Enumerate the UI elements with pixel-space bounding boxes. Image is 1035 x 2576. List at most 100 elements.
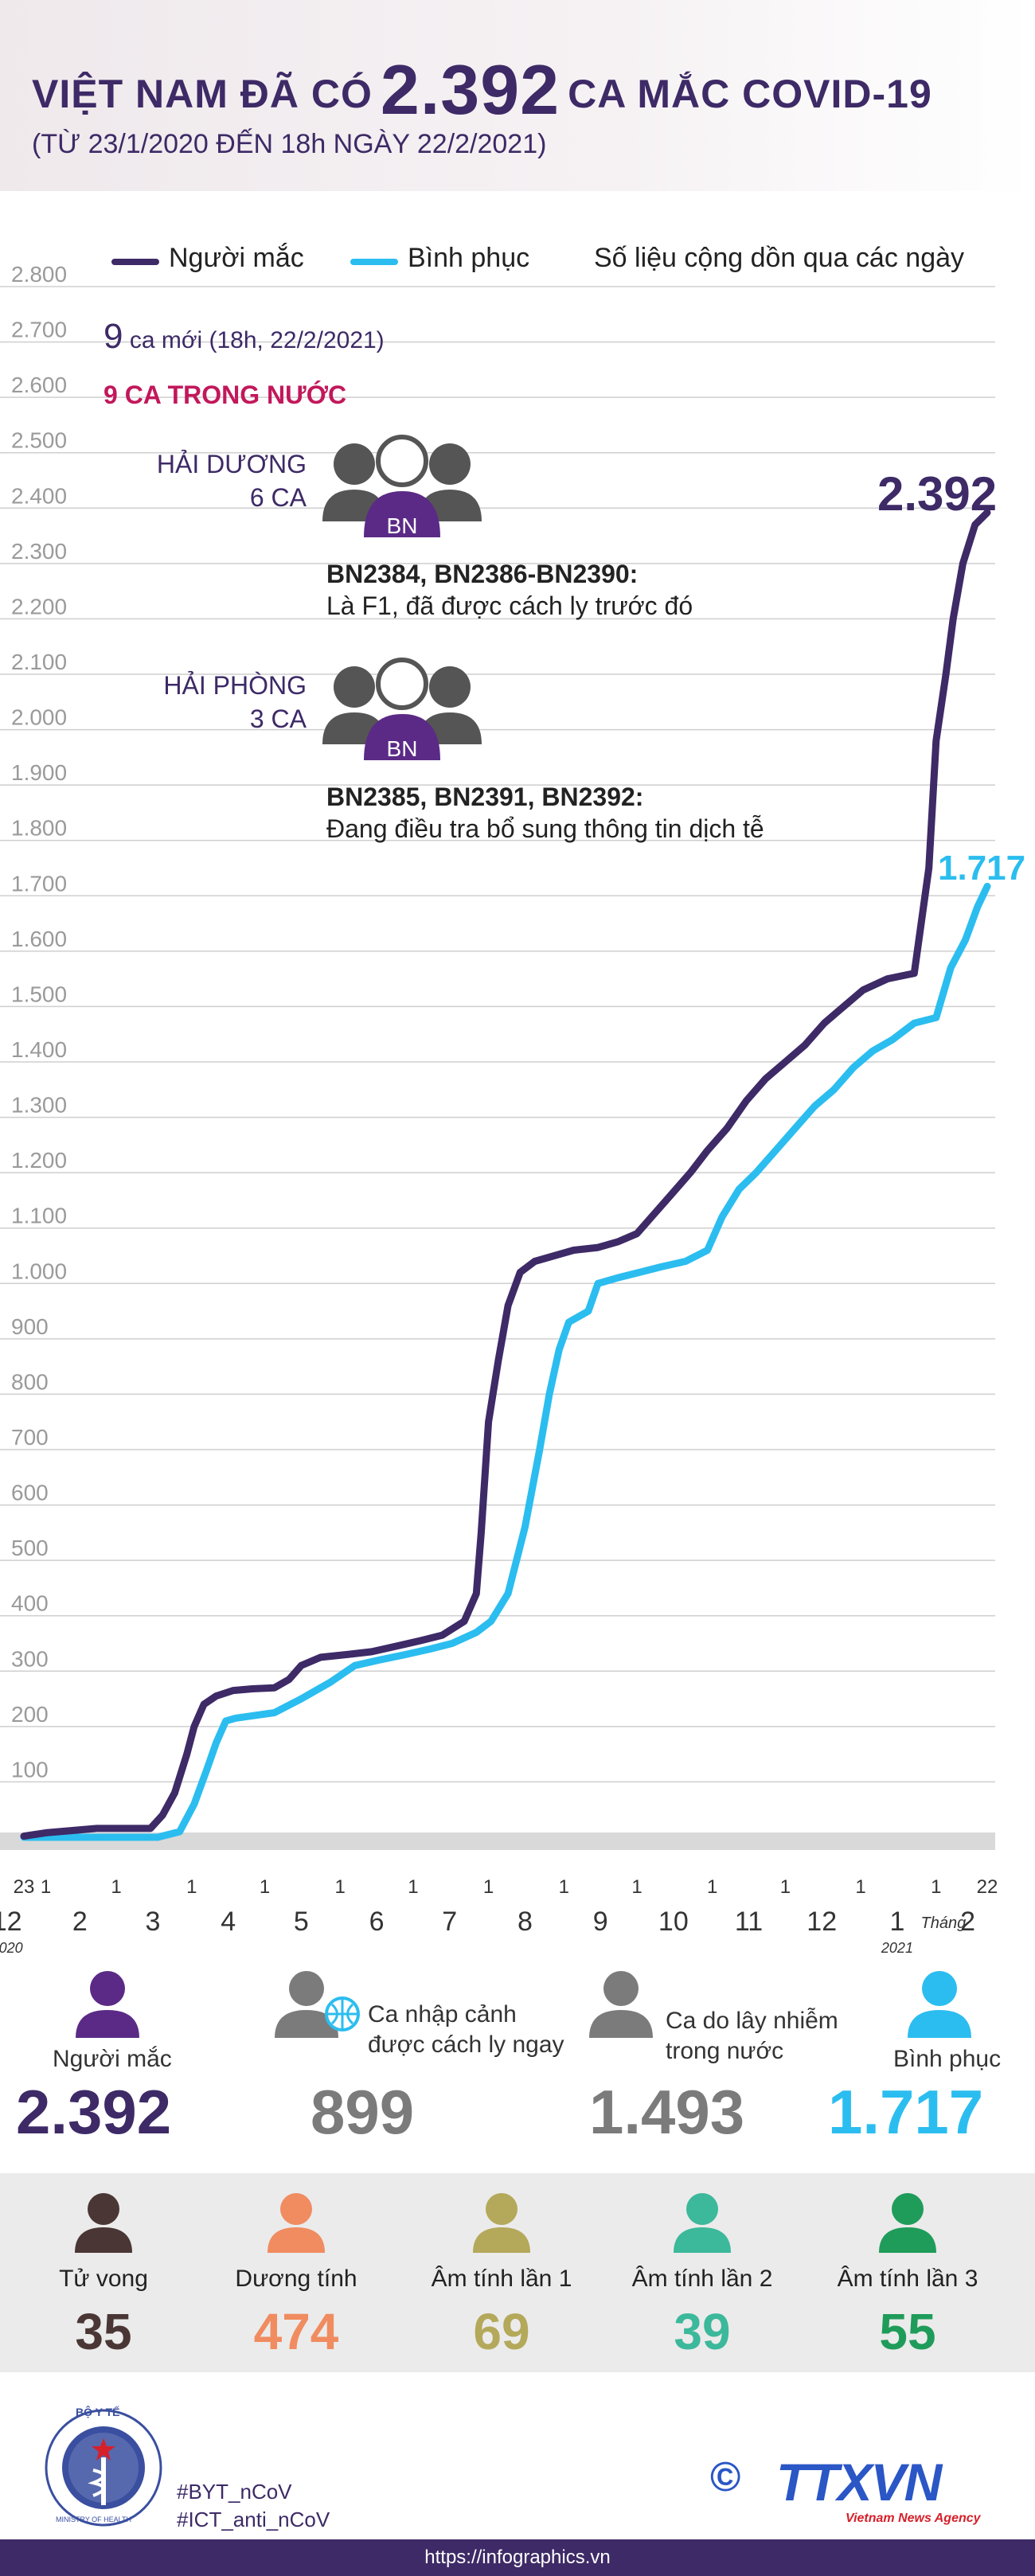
stat-neg1-icon: [470, 2189, 533, 2257]
chart-y-tick-label: 2.600: [11, 373, 67, 397]
stat-recovered-value: 1.717: [828, 2077, 984, 2147]
chart-y-tick-label: 2.500: [11, 428, 67, 453]
ministry-logo-bottom-text: MINISTRY OF HEALTH: [56, 2516, 132, 2523]
group2-patients-icon: [322, 657, 482, 768]
chart-x-month-tick: 6: [369, 1907, 385, 1937]
stat-neg2-icon: [670, 2189, 734, 2257]
stat-imported-icon: [275, 1966, 362, 2042]
chart-y-tick-label: 1.600: [11, 927, 67, 951]
chart-y-tick-label: 1.700: [11, 871, 67, 896]
chart-y-tick-label: 1.800: [11, 816, 67, 841]
chart-x-day-tick: 1: [931, 1876, 941, 1898]
chart-x-month-tick: 11: [735, 1907, 763, 1937]
group2-region: HẢI PHÒNG 3 CA: [100, 669, 307, 736]
chart-x-day-tick: 1: [41, 1876, 51, 1898]
chart-y-tick-label: 400: [11, 1591, 49, 1616]
chart-x-month-tick: 2: [72, 1907, 88, 1937]
page-title: VIỆT NAM ĐÃ CÓ 2.392 CA MẮC COVID-19: [32, 49, 932, 131]
group2-badge: BN: [386, 736, 418, 761]
copyright-icon: ©: [710, 2454, 741, 2500]
stat-imported-label: Ca nhập cảnh được cách ly ngay: [368, 2000, 564, 2060]
title-number: 2.392: [380, 50, 560, 129]
stat-neg2-value: 39: [674, 2303, 731, 2360]
legend-recovered-swatch: [350, 259, 398, 265]
chart-x-day-tick: 1: [631, 1876, 642, 1898]
chart-y-tick-label: 700: [11, 1425, 49, 1450]
chart-y-tick-label: 2.300: [11, 539, 67, 564]
legend-infected-label: Người mắc: [169, 243, 304, 273]
header-band: [0, 0, 1035, 191]
chart-y-tick-label: 1.400: [11, 1037, 67, 1062]
ministry-logo: [44, 2408, 163, 2527]
chart-y-axis: 100 200 300 400 500 600 700 800 900 1.000 1.100 1.2…: [11, 263, 67, 1782]
hashtag-ict: #ICT_anti_nCoV: [177, 2508, 330, 2531]
stat-deaths-value: 35: [75, 2303, 132, 2360]
title-prefix: VIỆT NAM ĐÃ CÓ: [32, 72, 373, 116]
chart-y-tick-label: 1.000: [11, 1259, 67, 1283]
stat-recovered-icon: [904, 1966, 975, 2042]
stat-positive-value: 474: [253, 2303, 339, 2360]
chart-x-day-tick: 1: [483, 1876, 494, 1898]
chart-y-tick-label: 1.200: [11, 1148, 67, 1173]
series-line-recovered: [20, 883, 991, 1841]
chart-x-month-tick: 3: [145, 1907, 160, 1937]
chart-x-month-tick: 12: [807, 1907, 837, 1937]
stat-domestic-icon: [585, 1966, 657, 2042]
chart-x-axis: 2311111111111112212234567891011121220202…: [0, 1876, 998, 1956]
chart-y-tick-label: 2.100: [11, 650, 67, 674]
chart-x-day-tick: 1: [780, 1876, 791, 1898]
stat-positive-label: Dương tính: [235, 2266, 357, 2292]
chart-x-day-tick: 1: [408, 1876, 418, 1898]
group1-desc: Là F1, đã được cách ly trước đó: [326, 591, 693, 620]
chart-y-tick-label: 1.300: [11, 1093, 67, 1118]
chart-x-day-tick: 1: [335, 1876, 346, 1898]
new-cases-number: 9: [104, 317, 123, 356]
chart-y-tick-label: 800: [11, 1369, 49, 1394]
new-cases-text: ca mới (18h, 22/2/2021): [129, 327, 385, 353]
domestic-header: 9 CA TRONG NƯỚC: [104, 381, 347, 409]
chart-y-tick-label: 2.700: [11, 318, 67, 342]
stat-domestic-label: Ca do lây nhiễm trong nước: [666, 2006, 838, 2067]
chart-x-month-tick: 1: [889, 1907, 904, 1937]
stat-domestic-value: 1.493: [589, 2077, 745, 2147]
stat-infected-icon: [72, 1966, 143, 2042]
stat-domestic-label-line1: Ca do lây nhiễm: [666, 2008, 838, 2034]
footer-url[interactable]: https://infographics.vn: [424, 2547, 611, 2568]
chart-y-tick-label: 1.900: [11, 760, 67, 785]
chart-y-tick-label: 2.000: [11, 705, 67, 730]
chart-y-tick-label: 2.800: [11, 263, 67, 287]
chart-x-month-tick: 2: [960, 1907, 975, 1937]
series-line-infected: [20, 509, 991, 1840]
ministry-logo-arc-text: BỘ Y TẾ: [76, 2406, 120, 2418]
stat-imported-label-line1: Ca nhập cảnh: [368, 2001, 517, 2028]
group2-desc: Đang điều tra bổ sung thông tin dịch tễ: [326, 814, 764, 843]
new-cases-note: 9 ca mới (18h, 22/2/2021): [104, 317, 385, 357]
stat-domestic-label-line2: trong nước: [666, 2038, 784, 2064]
group1-region: HẢI DƯƠNG 6 CA: [100, 447, 307, 514]
chart-y-tick-label: 300: [11, 1646, 49, 1671]
group2-count: 3 CA: [249, 704, 307, 733]
chart-x-month-tick: 5: [294, 1907, 309, 1937]
stat-neg2-label: Âm tính lần 2: [631, 2266, 773, 2292]
stat-deaths-icon: [72, 2189, 135, 2257]
chart-x-month-tick: 12: [0, 1907, 22, 1937]
group1-ids: BN2384, BN2386-BN2390:: [326, 560, 639, 588]
chart-x-day-tick: 1: [559, 1876, 569, 1898]
chart-x-day-tick: 1: [186, 1876, 197, 1898]
chart-y-tick-label: 500: [11, 1536, 49, 1560]
chart-x-day-tick: 23: [14, 1876, 35, 1898]
end-label-recovered: 1.717: [938, 849, 1026, 888]
stat-infected-value: 2.392: [16, 2077, 172, 2147]
chart-x-month-tick: 9: [593, 1907, 608, 1937]
stat-neg1-label: Âm tính lần 1: [431, 2266, 572, 2292]
chart-y-tick-label: 2.200: [11, 594, 67, 619]
chart-y-tick-label: 100: [11, 1757, 49, 1782]
chart-y-tick-label: 1.500: [11, 982, 67, 1006]
group2-ids: BN2385, BN2391, BN2392:: [326, 783, 644, 811]
chart-x-month-tick: 4: [221, 1907, 236, 1937]
chart-y-tick-label: 200: [11, 1702, 49, 1727]
chart-x-month-tick: 10: [658, 1907, 689, 1937]
chart-x-day-tick: 1: [855, 1876, 865, 1898]
stat-imported-value: 899: [310, 2077, 415, 2147]
stat-imported-label-line2: được cách ly ngay: [368, 2032, 564, 2058]
